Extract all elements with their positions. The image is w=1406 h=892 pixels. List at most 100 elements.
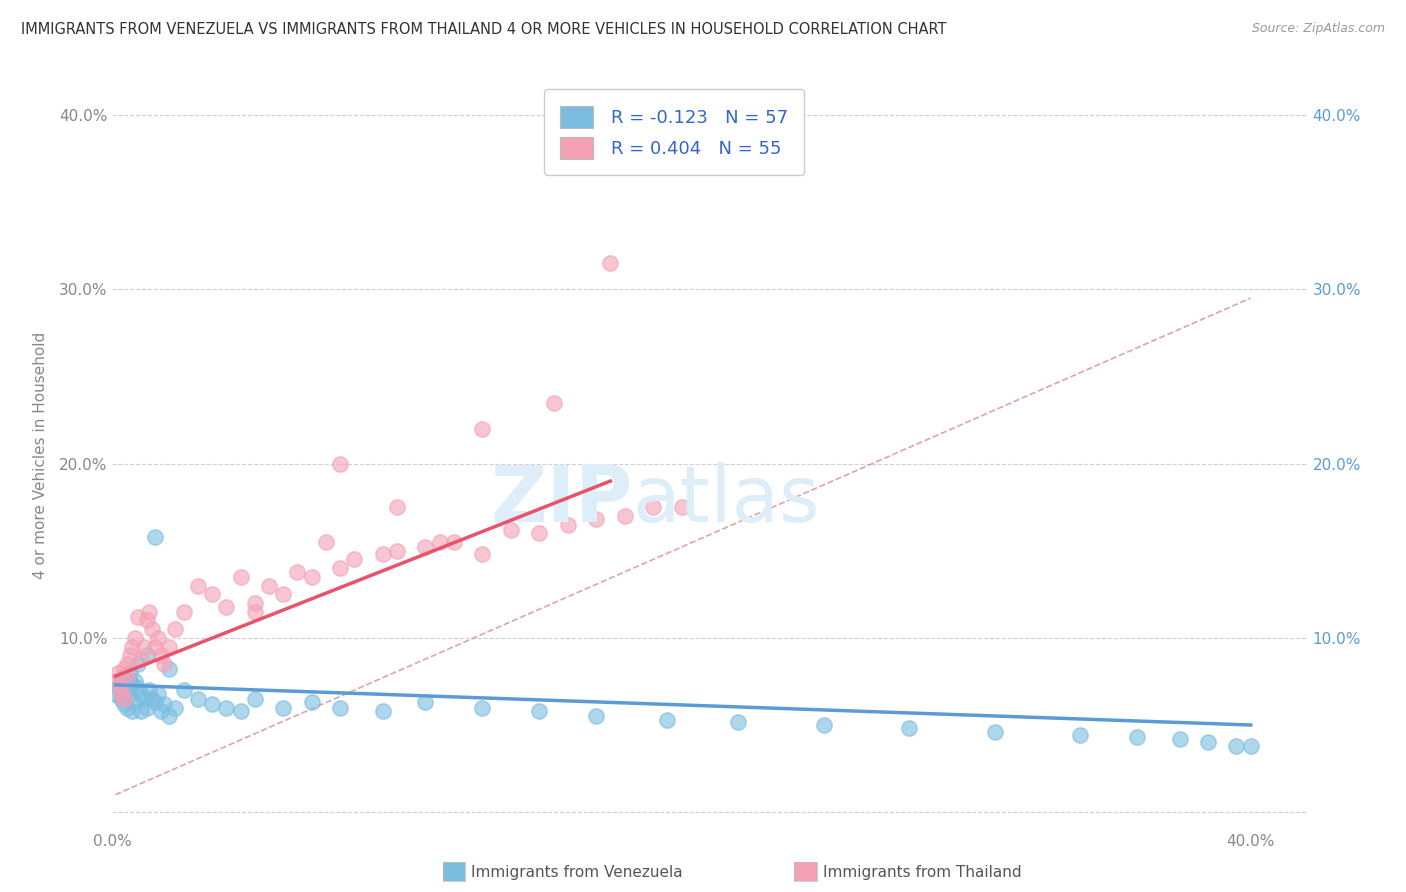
Point [371,704,394,718]
Point [443,535,465,549]
Point [898,722,921,736]
Point [110,674,132,689]
Point [107,665,129,680]
Point [1225,739,1247,753]
Point [118,674,141,689]
Point [671,500,693,515]
Point [201,587,224,601]
Point [229,704,252,718]
Point [104,674,127,689]
Point [385,500,408,515]
Point [415,695,437,709]
Point [1197,735,1219,749]
Point [138,605,160,619]
Point [557,517,579,532]
Point [107,680,129,694]
Point [135,614,157,628]
Point [132,691,155,706]
Legend: R = -0.123   N = 57, R = 0.404   N = 55: R = -0.123 N = 57, R = 0.404 N = 55 [544,89,804,175]
Point [329,700,352,714]
Point [1168,731,1191,746]
Point [429,535,451,549]
Point [157,662,180,676]
Point [813,718,835,732]
Point [983,725,1005,739]
Point [124,631,146,645]
Point [110,687,132,701]
Point [215,700,238,714]
Point [129,652,152,666]
Point [727,714,749,729]
Point [201,697,224,711]
Point [657,713,679,727]
Point [141,622,163,636]
Y-axis label: 4 or more Vehicles in Household: 4 or more Vehicles in Household [32,331,48,579]
Point [112,662,135,676]
Point [124,695,146,709]
Point [112,669,135,683]
Point [152,697,174,711]
Point [157,709,180,723]
Text: atlas: atlas [633,462,820,538]
Point [143,695,166,709]
Point [215,599,238,614]
Point [415,541,437,555]
Point [543,395,565,409]
Point [371,547,394,561]
Point [271,587,294,601]
Point [115,657,138,671]
Point [143,640,166,654]
Point [104,687,127,701]
Point [110,691,132,706]
Point [471,422,494,436]
Point [343,552,366,566]
Point [1240,739,1263,753]
Point [143,530,166,544]
Point [165,622,187,636]
Point [135,648,157,663]
Point [157,640,180,654]
Point [471,547,494,561]
Point [243,691,266,706]
Text: Source: ZipAtlas.com: Source: ZipAtlas.com [1251,22,1385,36]
Point [385,543,408,558]
Point [121,640,143,654]
Point [149,648,172,663]
Point [121,704,143,718]
Point [329,561,352,575]
Point [315,535,337,549]
Point [127,681,149,696]
Text: IMMIGRANTS FROM VENEZUELA VS IMMIGRANTS FROM THAILAND 4 OR MORE VEHICLES IN HOUS: IMMIGRANTS FROM VENEZUELA VS IMMIGRANTS … [21,22,946,37]
Point [118,687,141,701]
Point [135,700,157,714]
Point [141,691,163,706]
Point [115,683,138,698]
Point [112,691,135,706]
Point [585,709,607,723]
Text: ZIP: ZIP [491,462,633,538]
Point [115,700,138,714]
Point [529,526,551,541]
Point [187,691,209,706]
Point [287,565,309,579]
Point [229,570,252,584]
Point [127,610,149,624]
Point [112,697,135,711]
Point [243,605,266,619]
Text: Immigrants from Venezuela: Immigrants from Venezuela [471,865,683,880]
Point [173,605,195,619]
Point [1126,730,1149,744]
Point [110,680,132,694]
Point [529,704,551,718]
Point [121,678,143,692]
Point [127,657,149,671]
Point [173,683,195,698]
Point [643,500,665,515]
Point [329,457,352,471]
Point [129,687,152,701]
Point [499,523,522,537]
Point [271,700,294,714]
Point [301,695,323,709]
Point [599,256,621,270]
Point [471,700,494,714]
